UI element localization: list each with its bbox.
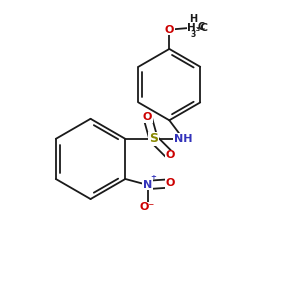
Text: O: O <box>143 112 152 122</box>
Text: NH: NH <box>174 134 193 144</box>
Text: O: O <box>165 178 175 188</box>
Text: H₃C: H₃C <box>187 23 208 33</box>
Text: O: O <box>165 150 175 160</box>
Text: H: H <box>189 14 197 24</box>
Text: +: + <box>151 175 156 181</box>
Text: N: N <box>143 180 152 190</box>
Text: C: C <box>198 22 205 32</box>
Text: 3: 3 <box>190 30 196 39</box>
Text: S: S <box>149 132 158 146</box>
Text: O: O <box>165 25 174 34</box>
Text: O⁻: O⁻ <box>140 202 155 212</box>
